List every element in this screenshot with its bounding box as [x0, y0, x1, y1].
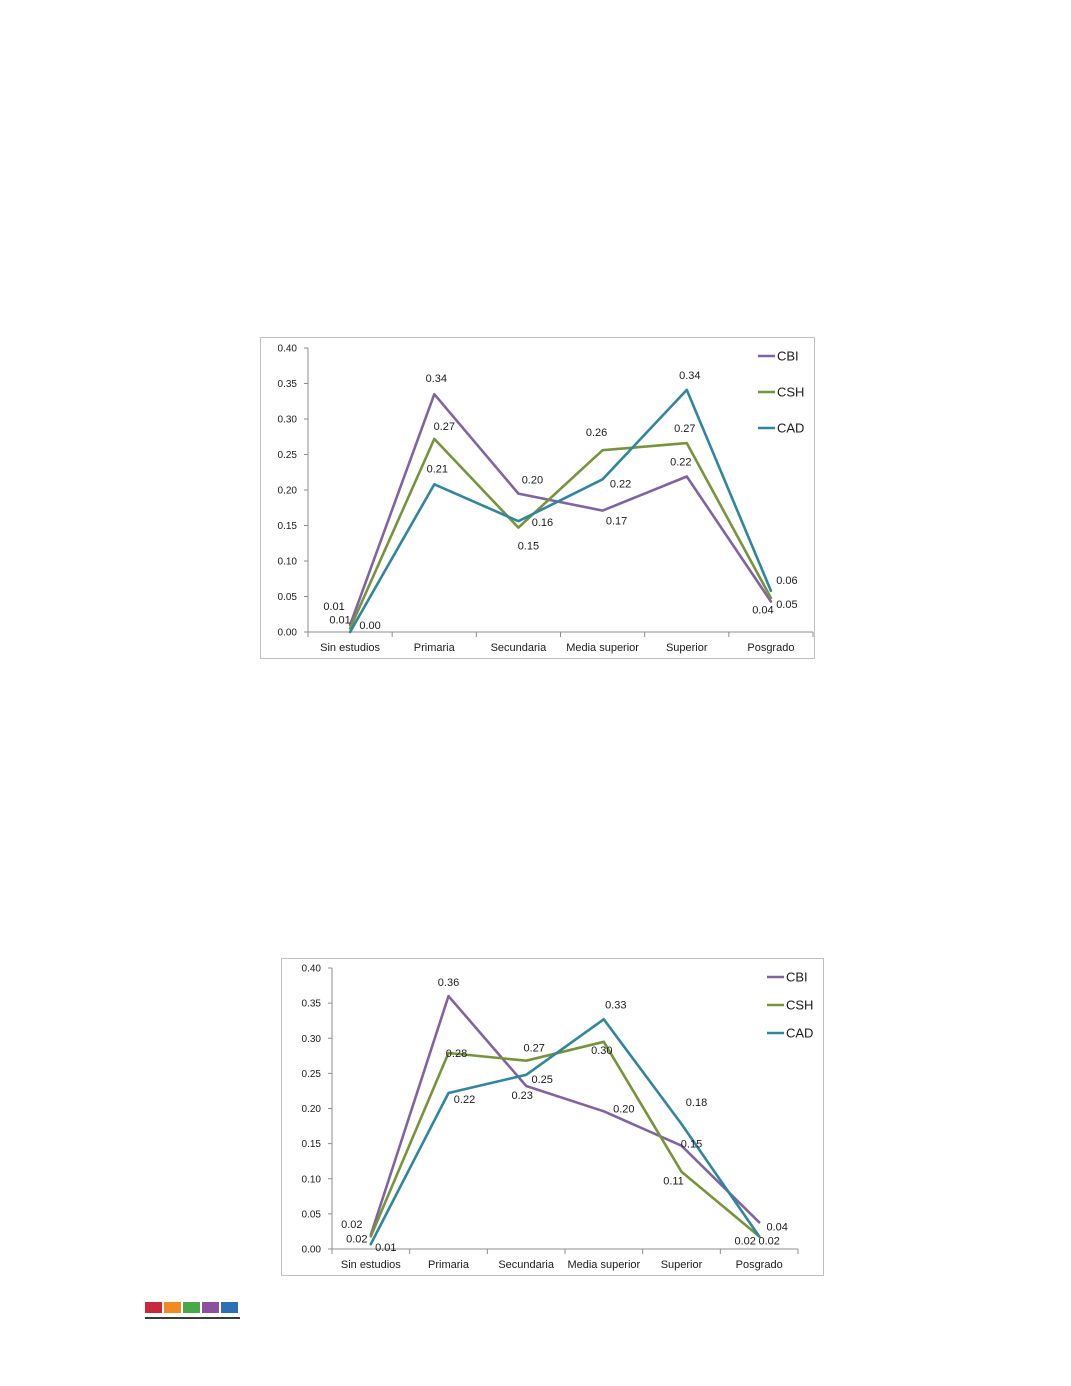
legend-label-csh: CSH	[786, 998, 813, 1013]
chart-2: 0.00 0.05 0.10 0.15 0.20 0.25 0.30 0.35 0.40 Sin …	[281, 958, 824, 1276]
series-line-csh	[369, 1040, 761, 1238]
legend-label-cbi: CBI	[786, 970, 808, 985]
data-label-cad: 0.25	[531, 1074, 552, 1086]
y-tick-label: 0.35	[278, 379, 298, 390]
data-label-cbi: 0.17	[606, 516, 627, 528]
data-label-cad: 0.22	[610, 478, 631, 490]
data-label-cbi: 0.36	[438, 977, 459, 989]
footer-rule	[145, 1317, 240, 1319]
data-label-cbi: 0.23	[511, 1090, 532, 1102]
x-category-label: Media superior	[566, 642, 639, 654]
legend-label-cad: CAD	[777, 421, 804, 436]
footer-swatch-orange	[164, 1302, 181, 1313]
legend-label-cad: CAD	[786, 1026, 813, 1041]
x-category-label: Primaria	[414, 642, 456, 654]
y-tick-label: 0.35	[302, 999, 322, 1010]
data-label-csh: 0.27	[674, 423, 695, 435]
data-label-cbi: 0.34	[426, 373, 447, 385]
data-label-cad: 0.18	[686, 1097, 707, 1109]
x-category-label: Secundaria	[491, 642, 548, 654]
data-label-cbi: 0.22	[670, 457, 691, 469]
y-tick-label: 0.20	[278, 486, 298, 497]
y-tick-label: 0.30	[278, 415, 298, 426]
footer-swatch-blue	[221, 1302, 238, 1313]
data-label-csh: 0.27	[523, 1043, 544, 1055]
chart-2-plot: 0.00 0.05 0.10 0.15 0.20 0.25 0.30 0.35 0.40 Sin …	[302, 964, 814, 1272]
data-label-cbi: 0.04	[766, 1221, 787, 1233]
series-line-csh	[348, 437, 773, 630]
data-label-csh: 0.02	[346, 1233, 367, 1245]
footer-color-bar	[145, 1302, 240, 1320]
series-line-cbi	[348, 392, 773, 627]
y-tick-label: 0.00	[302, 1245, 322, 1256]
chart-1: 0.00 0.05 0.10 0.15 0.20 0.25 0.30 0.35 0.40 Sin …	[260, 337, 815, 659]
y-tick-label: 0.05	[278, 592, 298, 603]
x-category-label: Media superior	[567, 1259, 640, 1271]
legend-label-csh: CSH	[777, 385, 804, 400]
y-tick-label: 0.20	[302, 1104, 322, 1115]
y-tick-label: 0.05	[302, 1209, 322, 1220]
y-tick-label: 0.00	[278, 628, 298, 639]
data-label-cad: 0.33	[605, 999, 626, 1011]
x-category-label: Sin estudios	[341, 1259, 401, 1271]
data-label-cad: 0.06	[776, 575, 797, 587]
data-label-csh: 0.05	[776, 599, 797, 611]
data-label-csh: 0.01	[329, 614, 350, 626]
data-label-cad: 0.01	[375, 1242, 396, 1254]
y-tick-label: 0.40	[278, 344, 298, 355]
x-category-label: Posgrado	[736, 1259, 783, 1271]
data-label-csh: 0.26	[586, 427, 607, 439]
x-category-label: Primaria	[428, 1259, 470, 1271]
data-label-cbi: 0.01	[323, 601, 344, 613]
data-label-cbi: 0.02	[341, 1219, 362, 1231]
data-label-csh: 0.27	[434, 421, 455, 433]
data-label-cbi: 0.15	[681, 1139, 702, 1151]
y-tick-label: 0.15	[302, 1139, 322, 1150]
data-label-csh: 0.30	[591, 1045, 612, 1057]
data-label-cbi: 0.20	[522, 475, 543, 487]
x-category-label: Superior	[661, 1259, 703, 1271]
y-tick-label: 0.40	[302, 964, 322, 975]
y-tick-label: 0.30	[302, 1034, 322, 1045]
series-line-cbi	[369, 994, 761, 1237]
y-tick-label: 0.25	[278, 450, 298, 461]
footer-swatch-purple	[202, 1302, 219, 1313]
y-tick-label: 0.15	[278, 521, 298, 532]
data-label-csh: 0.28	[446, 1048, 467, 1060]
x-category-label: Superior	[666, 642, 708, 654]
data-label-cad: 0.34	[679, 370, 700, 382]
x-category-label: Posgrado	[747, 642, 794, 654]
data-label-csh: 0.15	[518, 541, 539, 553]
data-label-cad: 0.00	[359, 620, 380, 632]
data-label-cbi: 0.20	[613, 1103, 634, 1115]
y-tick-label: 0.25	[302, 1069, 322, 1080]
data-label-cad: 0.16	[532, 517, 553, 529]
y-tick-label: 0.10	[302, 1174, 322, 1185]
chart-1-plot: 0.00 0.05 0.10 0.15 0.20 0.25 0.30 0.35 0.40 Sin …	[278, 344, 814, 654]
x-category-label: Secundaria	[498, 1259, 555, 1271]
data-label-cad: 0.02	[758, 1235, 779, 1247]
x-category-label: Sin estudios	[320, 642, 380, 654]
series-line-cad	[348, 388, 773, 634]
series-line-cad	[369, 1017, 761, 1246]
y-tick-label: 0.10	[278, 557, 298, 568]
data-label-cad: 0.22	[454, 1094, 475, 1106]
data-label-csh: 0.02	[734, 1235, 755, 1247]
legend-label-cbi: CBI	[777, 349, 799, 364]
footer-swatch-red	[145, 1302, 162, 1313]
footer-swatch-green	[183, 1302, 200, 1313]
data-label-csh: 0.11	[663, 1176, 684, 1188]
data-label-cbi: 0.04	[752, 605, 773, 617]
data-label-cad: 0.21	[427, 463, 448, 475]
